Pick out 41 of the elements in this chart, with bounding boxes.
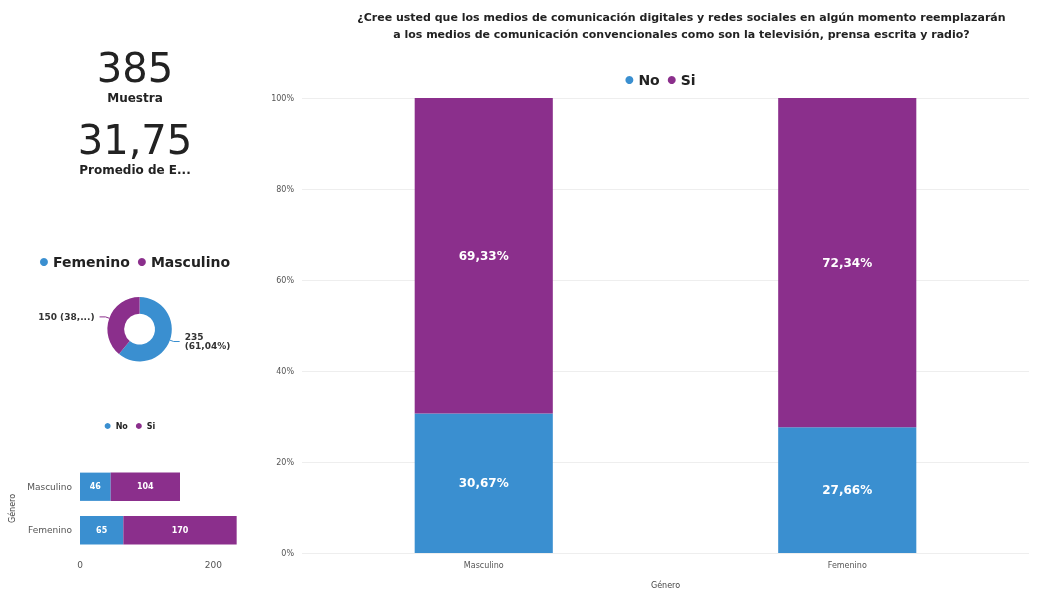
- bar: [123, 516, 237, 545]
- legend-label: No: [115, 421, 129, 431]
- data-label: 69,33%: [458, 248, 509, 263]
- legend-label: Si: [146, 421, 156, 431]
- legend-label: Si: [680, 72, 696, 88]
- data-label: 65: [96, 525, 108, 535]
- bar: [414, 413, 553, 553]
- x-tick-label: 0: [77, 559, 84, 570]
- y-tick-label: 100%: [271, 93, 295, 103]
- data-label: 72,34%: [822, 255, 873, 270]
- bar: [110, 472, 180, 501]
- x-tick-label: Masculino: [463, 560, 504, 570]
- text: 385: [95, 45, 175, 91]
- x-axis-title: Género: [650, 579, 681, 590]
- y-tick-label: 20%: [276, 457, 295, 467]
- legend-label: Masculino: [150, 254, 231, 270]
- data-label: 104: [136, 482, 155, 492]
- data-label: 27,66%: [822, 483, 873, 498]
- data-label: 46: [89, 482, 102, 492]
- y-tick-label: 40%: [276, 366, 295, 376]
- x-tick-label: 200: [204, 559, 223, 570]
- y-tick-label: 60%: [276, 275, 295, 285]
- text: 31,75: [76, 117, 194, 163]
- legend-label: Femenino: [52, 254, 131, 270]
- bar: [80, 516, 124, 545]
- chart-title: ¿Cree usted que los medios de comunicación digitales y redes sociales en algún momento reemplazarán a los medios de comunicación convencionales como son la televisión, prensa escrita y radio?: [357, 11, 1006, 41]
- y-axis-title: Género: [6, 493, 17, 524]
- y-tick-label: 0%: [281, 548, 295, 558]
- legend-label: No: [638, 72, 661, 88]
- bar: [778, 98, 917, 428]
- text: Promedio de E...: [78, 163, 192, 177]
- data-label: 235 (61,04%): [184, 332, 231, 351]
- bar: [778, 427, 917, 553]
- text: Muestra: [106, 91, 164, 105]
- bar: [80, 472, 111, 501]
- data-label: 30,67%: [458, 476, 509, 491]
- data-label: 170: [171, 525, 189, 535]
- bar: [414, 98, 553, 414]
- y-tick-label: 80%: [276, 184, 295, 194]
- x-tick-label: Femenino: [827, 560, 867, 570]
- data-label: 150 (38,...): [38, 311, 95, 322]
